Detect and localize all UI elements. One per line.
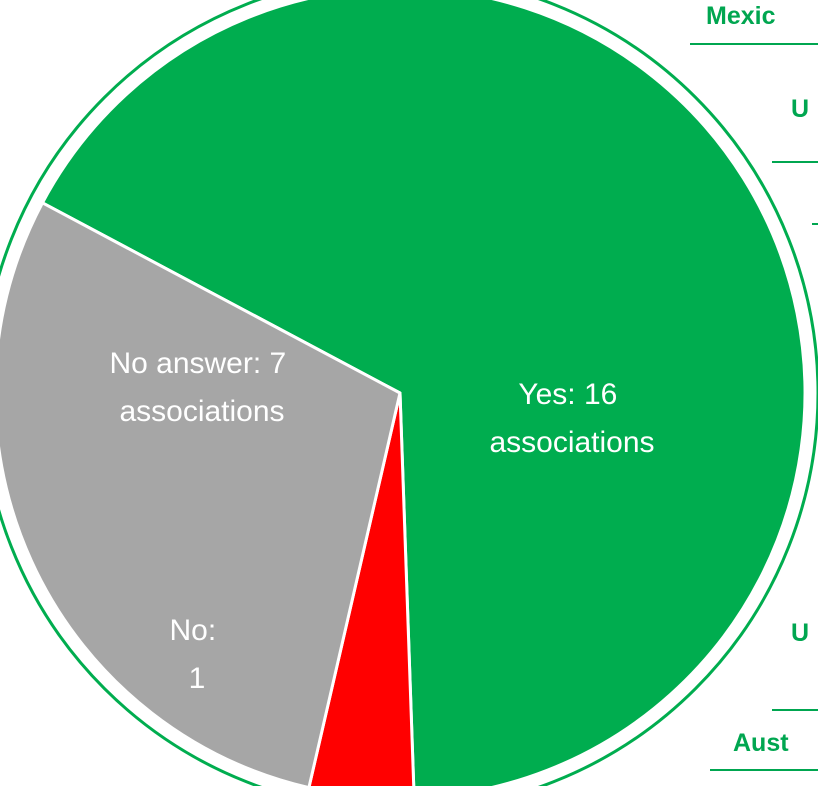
- slice-label-no-answer-line2: associations: [119, 395, 284, 428]
- table-label-mexico: Mexic: [706, 2, 776, 30]
- table-label-australia: Aust: [733, 729, 789, 757]
- table-label-u-bottom: U: [791, 619, 809, 647]
- slice-label-no-answer: No answer: 7 associations: [109, 347, 294, 428]
- slice-label-no-answer-line1: No answer: 7: [109, 347, 286, 380]
- slice-label-yes-line1: Yes: 16: [518, 378, 617, 411]
- pie-labels: Yes: 16 associations No: 1 No answer: 7 …: [109, 347, 654, 695]
- slice-label-no-line2: 1: [189, 662, 206, 695]
- slice-label-yes: Yes: 16 associations: [489, 378, 654, 459]
- table-label-u-top: U: [791, 95, 809, 123]
- pie-slice-no-answer: [0, 201, 402, 790]
- slice-label-yes-line2: associations: [489, 426, 654, 459]
- pie-slice-yes: [40, 0, 807, 791]
- slice-label-no-line1: No:: [169, 614, 216, 647]
- background-table: Mexic U U Aust: [690, 2, 818, 771]
- slice-label-no: No: 1: [169, 614, 224, 695]
